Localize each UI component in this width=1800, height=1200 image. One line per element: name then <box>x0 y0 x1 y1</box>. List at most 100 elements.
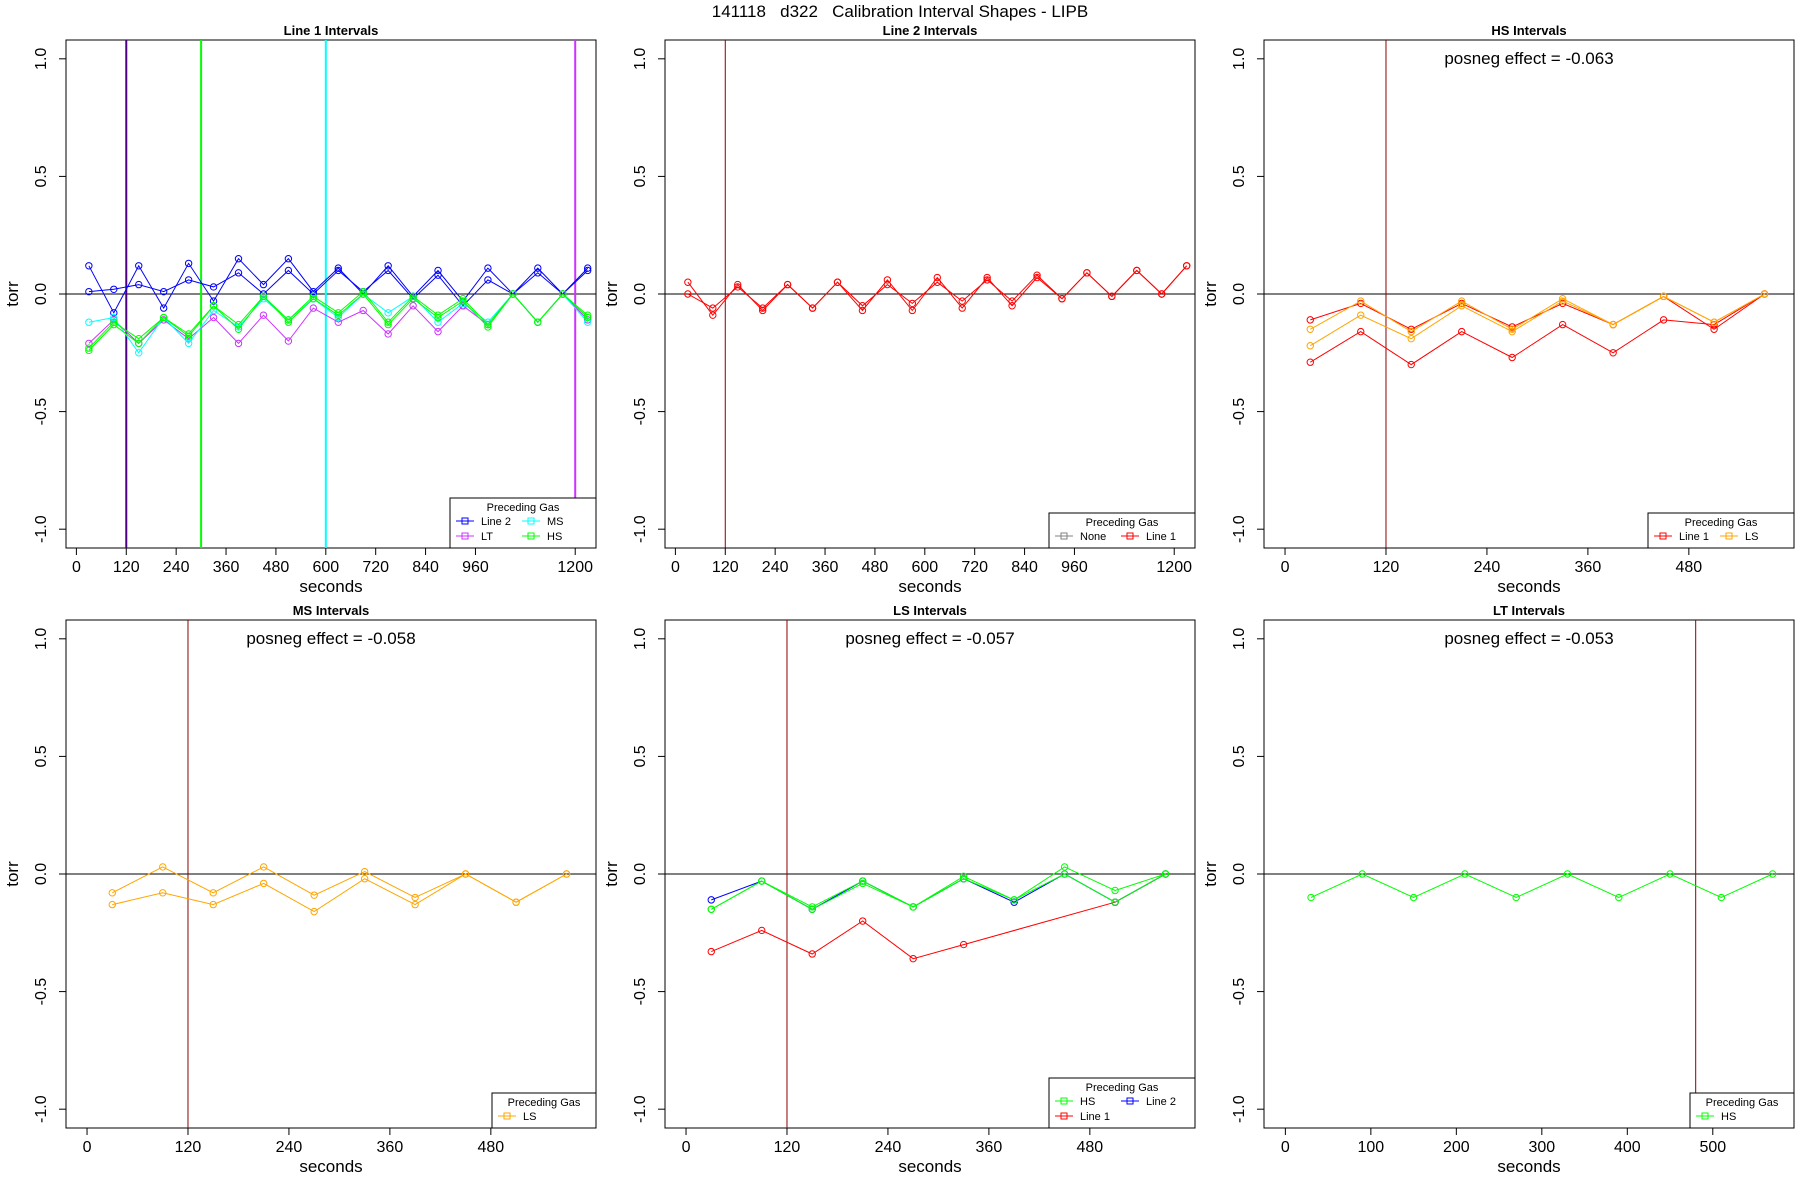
y-tick-label: 0.5 <box>33 165 50 187</box>
data-point <box>534 264 542 272</box>
data-point <box>1558 320 1567 329</box>
annotation-text: posneg effect = -0.057 <box>845 629 1014 648</box>
series-line <box>711 866 1166 910</box>
legend-swatch-square <box>1126 532 1134 540</box>
y-tick-label: 0.0 <box>33 283 50 305</box>
data-point <box>1033 271 1041 279</box>
data-point <box>159 287 168 296</box>
y-axis-label: torr <box>1201 861 1220 887</box>
data-point <box>85 318 93 326</box>
data-point <box>209 900 217 909</box>
legend-entry-label: LS <box>523 1111 536 1123</box>
data-point <box>1508 353 1516 362</box>
legend-title: Preceding Gas <box>1086 517 1159 529</box>
data-point <box>334 266 342 275</box>
series-line <box>1310 873 1773 899</box>
series-line <box>711 873 1166 910</box>
legend-box <box>1048 512 1196 549</box>
data-point <box>484 323 492 331</box>
data-point <box>259 879 268 888</box>
data-point <box>184 276 193 284</box>
legend-entry-label: LS <box>1745 531 1758 543</box>
series-line <box>88 293 589 354</box>
series-line <box>88 257 589 314</box>
y-tick-label: 1.0 <box>33 48 50 70</box>
data-point <box>1659 316 1668 324</box>
data-point <box>434 327 442 336</box>
data-point <box>858 306 867 315</box>
x-tick-label: 360 <box>1575 559 1602 576</box>
data-point <box>1710 325 1718 333</box>
x-tick-label: 0 <box>1281 1139 1290 1156</box>
x-tick-label: 960 <box>462 559 489 576</box>
data-point <box>958 304 966 312</box>
data-point <box>1457 327 1466 336</box>
data-point <box>384 266 392 275</box>
legend-swatch-square <box>1659 532 1667 540</box>
y-tick-label: -1.0 <box>33 515 50 543</box>
data-point <box>1407 360 1415 369</box>
x-tick-label: 240 <box>875 1139 902 1156</box>
data-point <box>1008 302 1016 310</box>
data-point <box>1358 870 1367 878</box>
data-point <box>959 940 968 949</box>
data-point <box>135 334 143 343</box>
x-tick-label: 120 <box>1373 559 1400 576</box>
data-point <box>1710 320 1718 329</box>
x-tick-label: 360 <box>812 559 839 576</box>
x-tick-label: 0 <box>671 559 680 576</box>
data-point <box>808 304 817 312</box>
x-tick-label: 240 <box>762 559 789 576</box>
data-point <box>1609 349 1617 357</box>
data-point <box>259 292 268 301</box>
x-axis-label: seconds <box>1497 577 1560 596</box>
legend-box <box>1048 1077 1196 1129</box>
data-point <box>234 320 243 329</box>
y-tick-label: 1.0 <box>1231 48 1248 70</box>
data-point <box>883 280 892 289</box>
data-point <box>808 905 816 913</box>
data-point <box>559 290 567 298</box>
data-point <box>758 306 767 315</box>
x-tick-label: 360 <box>976 1139 1003 1156</box>
data-point <box>159 863 167 871</box>
data-point <box>384 262 392 270</box>
y-tick-label: 1.0 <box>632 628 649 650</box>
data-point <box>958 297 966 305</box>
data-point <box>135 280 143 289</box>
y-axis-label: torr <box>1201 281 1220 307</box>
x-tick-label: 840 <box>412 559 439 576</box>
x-tick-label: 600 <box>312 559 339 576</box>
chart-panel: Line 2 Intervals 0 120 240 360 480 600 720 840 96… <box>602 23 1196 596</box>
data-point <box>583 266 592 275</box>
x-tick-label: 480 <box>862 559 889 576</box>
y-tick-label: 1.0 <box>1231 628 1248 650</box>
annotation-text: posneg effect = -0.058 <box>246 629 415 648</box>
chart-panel: LT Intervals 0 100 200 300 400 500 seconds -1.0 -… <box>1201 603 1795 1176</box>
data-point <box>409 292 417 301</box>
data-point <box>534 269 542 277</box>
x-tick-label: 0 <box>682 1139 691 1156</box>
data-point <box>159 889 167 897</box>
x-tick-label: 400 <box>1614 1139 1641 1156</box>
data-point <box>85 262 93 270</box>
data-point <box>110 285 118 293</box>
data-point <box>1133 266 1141 275</box>
data-point <box>1563 870 1572 878</box>
data-point <box>234 325 243 333</box>
legend-entry-label: MS <box>547 516 564 528</box>
y-tick-label: 0.5 <box>632 745 649 767</box>
legend: Preceding Gas LS <box>491 1092 597 1129</box>
y-tick-label: -1.0 <box>632 1095 649 1123</box>
legend-swatch-square <box>1060 1112 1068 1120</box>
legend-box <box>1647 512 1795 549</box>
panel-title: Line 1 Intervals <box>284 23 379 38</box>
data-point <box>707 896 715 904</box>
legend-swatch-square <box>1725 532 1733 540</box>
legend-swatch-square <box>461 517 469 525</box>
annotation-text: posneg effect = -0.053 <box>1444 629 1613 648</box>
legend-swatch-square <box>1701 1112 1709 1120</box>
data-point <box>1357 327 1365 336</box>
y-tick-label: 1.0 <box>33 628 50 650</box>
